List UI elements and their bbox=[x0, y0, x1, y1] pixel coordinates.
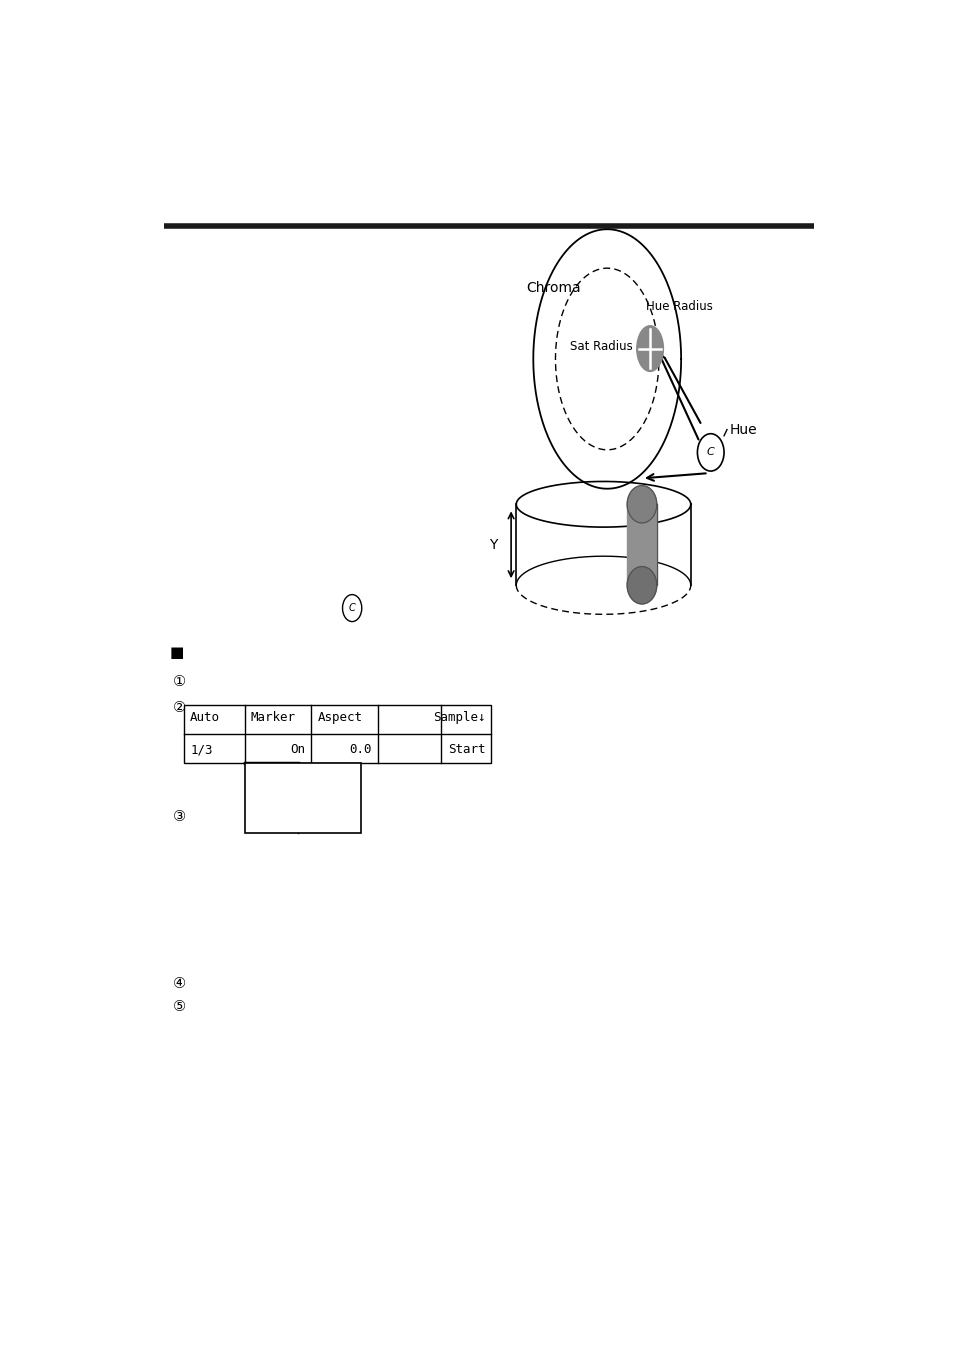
FancyBboxPatch shape bbox=[245, 763, 360, 833]
Text: On: On bbox=[291, 743, 305, 756]
Text: 0.0: 0.0 bbox=[349, 743, 372, 756]
Text: 1/3: 1/3 bbox=[190, 743, 213, 756]
Text: ①: ① bbox=[173, 674, 186, 689]
Text: ③: ③ bbox=[173, 809, 186, 824]
Text: Aspect: Aspect bbox=[317, 712, 362, 724]
Text: Auto: Auto bbox=[190, 712, 220, 724]
Text: |: | bbox=[326, 791, 333, 805]
Text: Sample↓: Sample↓ bbox=[433, 712, 485, 724]
Text: +50.00: +50.00 bbox=[307, 814, 352, 828]
Text: Sat Radius: Sat Radius bbox=[570, 340, 633, 353]
Bar bbox=[626, 504, 656, 585]
Polygon shape bbox=[626, 485, 656, 523]
Text: Start: Start bbox=[447, 743, 485, 756]
Text: C: C bbox=[706, 448, 714, 457]
Ellipse shape bbox=[637, 326, 662, 372]
Text: Hue Radius: Hue Radius bbox=[646, 301, 713, 313]
Text: Y: Y bbox=[489, 538, 497, 551]
Text: Chroma: Chroma bbox=[525, 280, 580, 295]
Polygon shape bbox=[626, 566, 656, 604]
Text: C: C bbox=[349, 603, 355, 613]
Text: Off: Off bbox=[271, 768, 294, 782]
Text: Marker: Marker bbox=[251, 712, 295, 724]
Text: ④: ④ bbox=[173, 976, 186, 991]
Text: ②: ② bbox=[173, 700, 186, 716]
Text: -50.00: -50.00 bbox=[307, 768, 352, 782]
Text: Hue: Hue bbox=[728, 422, 756, 437]
Text: ⑤: ⑤ bbox=[173, 999, 186, 1014]
Text: ■: ■ bbox=[170, 646, 184, 661]
